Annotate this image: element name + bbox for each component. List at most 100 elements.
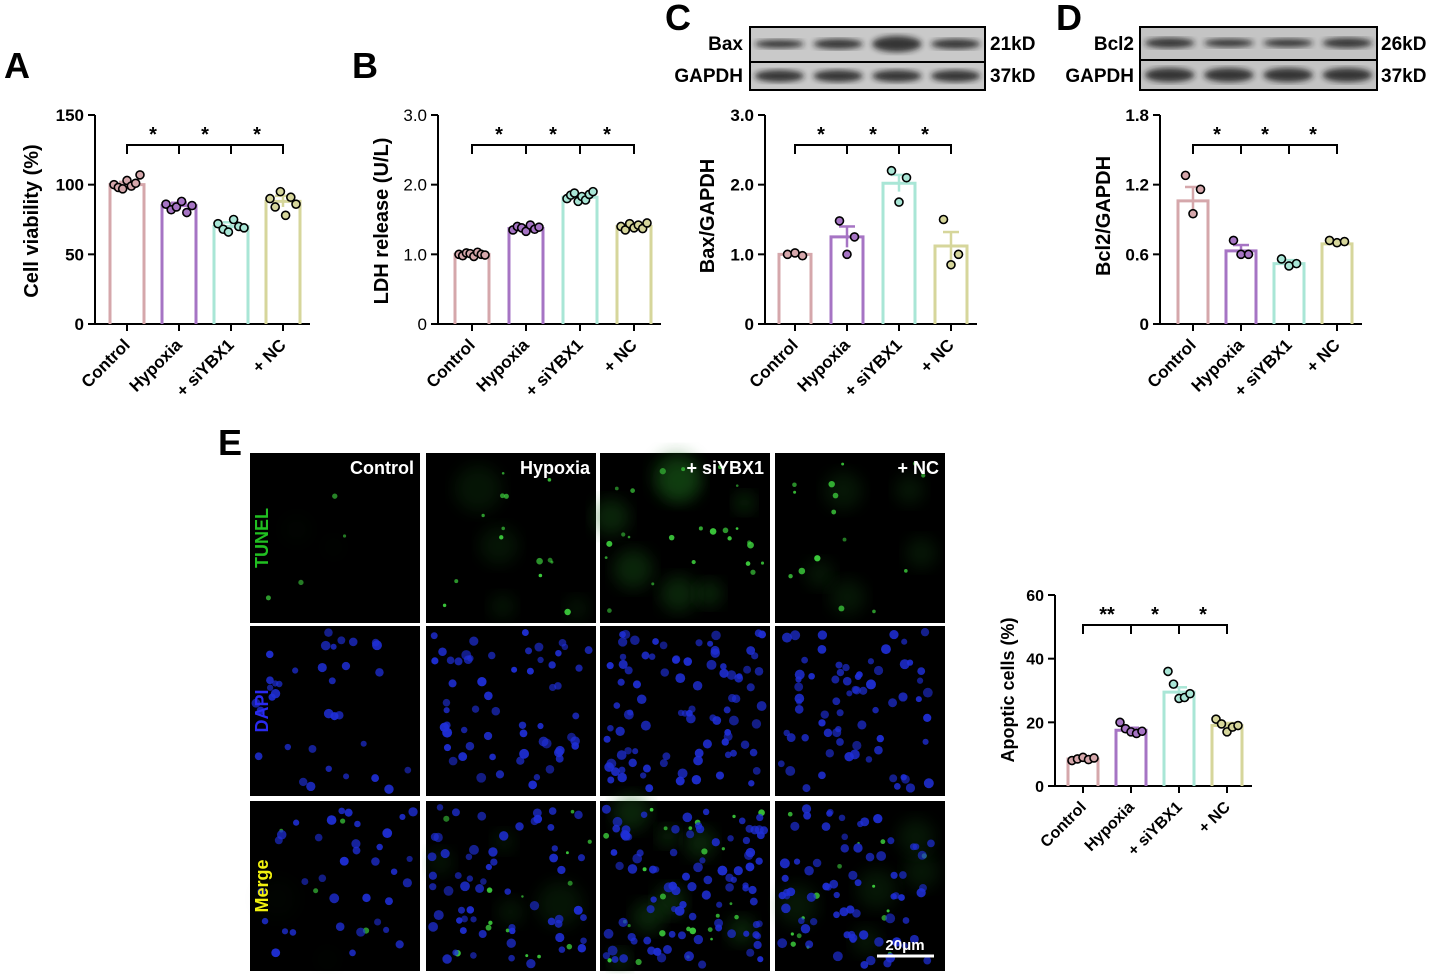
dapi-nucleus [404, 766, 412, 774]
chart-a-data-point [265, 193, 275, 204]
chart-d-bar [1320, 242, 1354, 324]
dapi-nucleus [693, 755, 703, 766]
dapi-nucleus [519, 729, 528, 738]
chart-b-y-tick-label: 3.0 [403, 106, 427, 125]
dapi-nucleus [607, 724, 614, 732]
tunel-spot [659, 468, 666, 475]
dapi-nucleus [458, 906, 465, 914]
dapi-nucleus [916, 677, 924, 684]
dapi-nucleus [352, 846, 361, 855]
dapi-nucleus [549, 853, 559, 863]
chart-e-significance-label: * [1199, 604, 1207, 626]
dapi-nucleus [854, 879, 862, 887]
tunel-haze [897, 818, 935, 856]
dapi-nucleus [795, 676, 802, 683]
dapi-nucleus [573, 905, 583, 915]
tunel-haze [493, 830, 516, 853]
dapi-nucleus [452, 808, 460, 817]
dapi-nucleus [922, 738, 929, 745]
dapi-nucleus [865, 852, 875, 862]
dapi-nucleus [488, 847, 498, 857]
tunel-spot [481, 513, 485, 518]
chart-b-y-tick-label: 2.0 [403, 176, 427, 195]
dapi-nucleus [702, 808, 710, 816]
dapi-nucleus [547, 823, 555, 831]
dapi-nucleus [683, 657, 693, 666]
dapi-nucleus [833, 911, 840, 919]
tunel-spot [710, 937, 713, 941]
dapi-nucleus [572, 712, 580, 720]
western-blot-c: Bax GAPDH 21kD 37kD [674, 26, 1035, 91]
dapi-nucleus [781, 632, 792, 643]
chart-e-data-point [1137, 726, 1147, 737]
dapi-nucleus [254, 752, 263, 761]
dapi-nucleus [890, 871, 898, 879]
tunel-haze [904, 854, 940, 890]
dapi-nucleus [881, 644, 891, 655]
dapi-nucleus [640, 720, 651, 731]
dapi-nucleus [284, 743, 292, 751]
tunel-spot [707, 927, 713, 932]
dapi-nucleus [584, 646, 593, 655]
tunel-spot [709, 528, 717, 535]
tunel-spot [792, 482, 797, 488]
chart-e-bar [1162, 690, 1196, 786]
dapi-nucleus [818, 771, 826, 780]
dapi-nucleus [848, 933, 858, 943]
dapi-nucleus [276, 680, 283, 688]
tunel-spot [567, 880, 573, 886]
chart-b-bar [561, 195, 599, 324]
dapi-nucleus [682, 812, 693, 823]
dapi-nucleus [866, 955, 876, 966]
tunel-spot [621, 532, 626, 537]
dapi-nucleus [427, 852, 437, 862]
tunel-spot [547, 557, 553, 563]
dapi-nucleus [325, 765, 332, 772]
tunel-spot [872, 609, 876, 614]
blot-band [930, 70, 981, 82]
dapi-nucleus [901, 942, 908, 949]
dapi-nucleus [406, 855, 413, 863]
chart-a-data-point [117, 184, 128, 194]
dapi-nucleus [779, 858, 790, 869]
tunel-spot [505, 928, 510, 933]
tunel-spot [635, 958, 642, 966]
dapi-nucleus [802, 784, 811, 793]
tunel-spot [627, 923, 631, 928]
chart-e-data-point [1115, 717, 1125, 728]
blot-d-gapdh-label: GAPDH [1065, 66, 1134, 87]
dapi-nucleus [728, 715, 739, 726]
tunel-spot [842, 537, 847, 542]
tunel-spot [787, 811, 793, 817]
dapi-nucleus [688, 912, 697, 921]
chart-c-y-tick-label: 2.0 [730, 176, 754, 195]
dapi-nucleus [848, 870, 858, 880]
dapi-nucleus [803, 811, 812, 820]
tunel-spot [606, 540, 613, 547]
dapi-nucleus [727, 835, 734, 842]
microscopy-row-label: TUNEL [252, 508, 272, 568]
dapi-nucleus [438, 647, 447, 657]
panel-label-b: B [352, 45, 378, 86]
tunel-spot [627, 535, 631, 539]
dapi-nucleus [619, 653, 627, 661]
dapi-nucleus [318, 874, 327, 883]
dapi-nucleus [825, 749, 834, 758]
dapi-nucleus [395, 940, 404, 949]
dapi-nucleus [853, 843, 863, 853]
tunel-haze [632, 900, 665, 933]
dapi-nucleus [477, 811, 487, 821]
chart-b-bar [507, 227, 545, 324]
tunel-spot [340, 818, 346, 824]
dapi-nucleus [549, 683, 557, 692]
dapi-nucleus [323, 708, 334, 719]
tunel-haze [537, 881, 583, 927]
chart-d-data-point [1243, 249, 1254, 260]
dapi-nucleus [885, 913, 896, 924]
microscopy-column-label: Hypoxia [520, 458, 591, 478]
dapi-nucleus [781, 903, 791, 914]
dapi-nucleus [749, 748, 758, 757]
chart-c-bar [777, 252, 813, 324]
tunel-spot [790, 941, 796, 947]
chart-b-y-axis-label: LDH release (U/L) [371, 138, 393, 305]
